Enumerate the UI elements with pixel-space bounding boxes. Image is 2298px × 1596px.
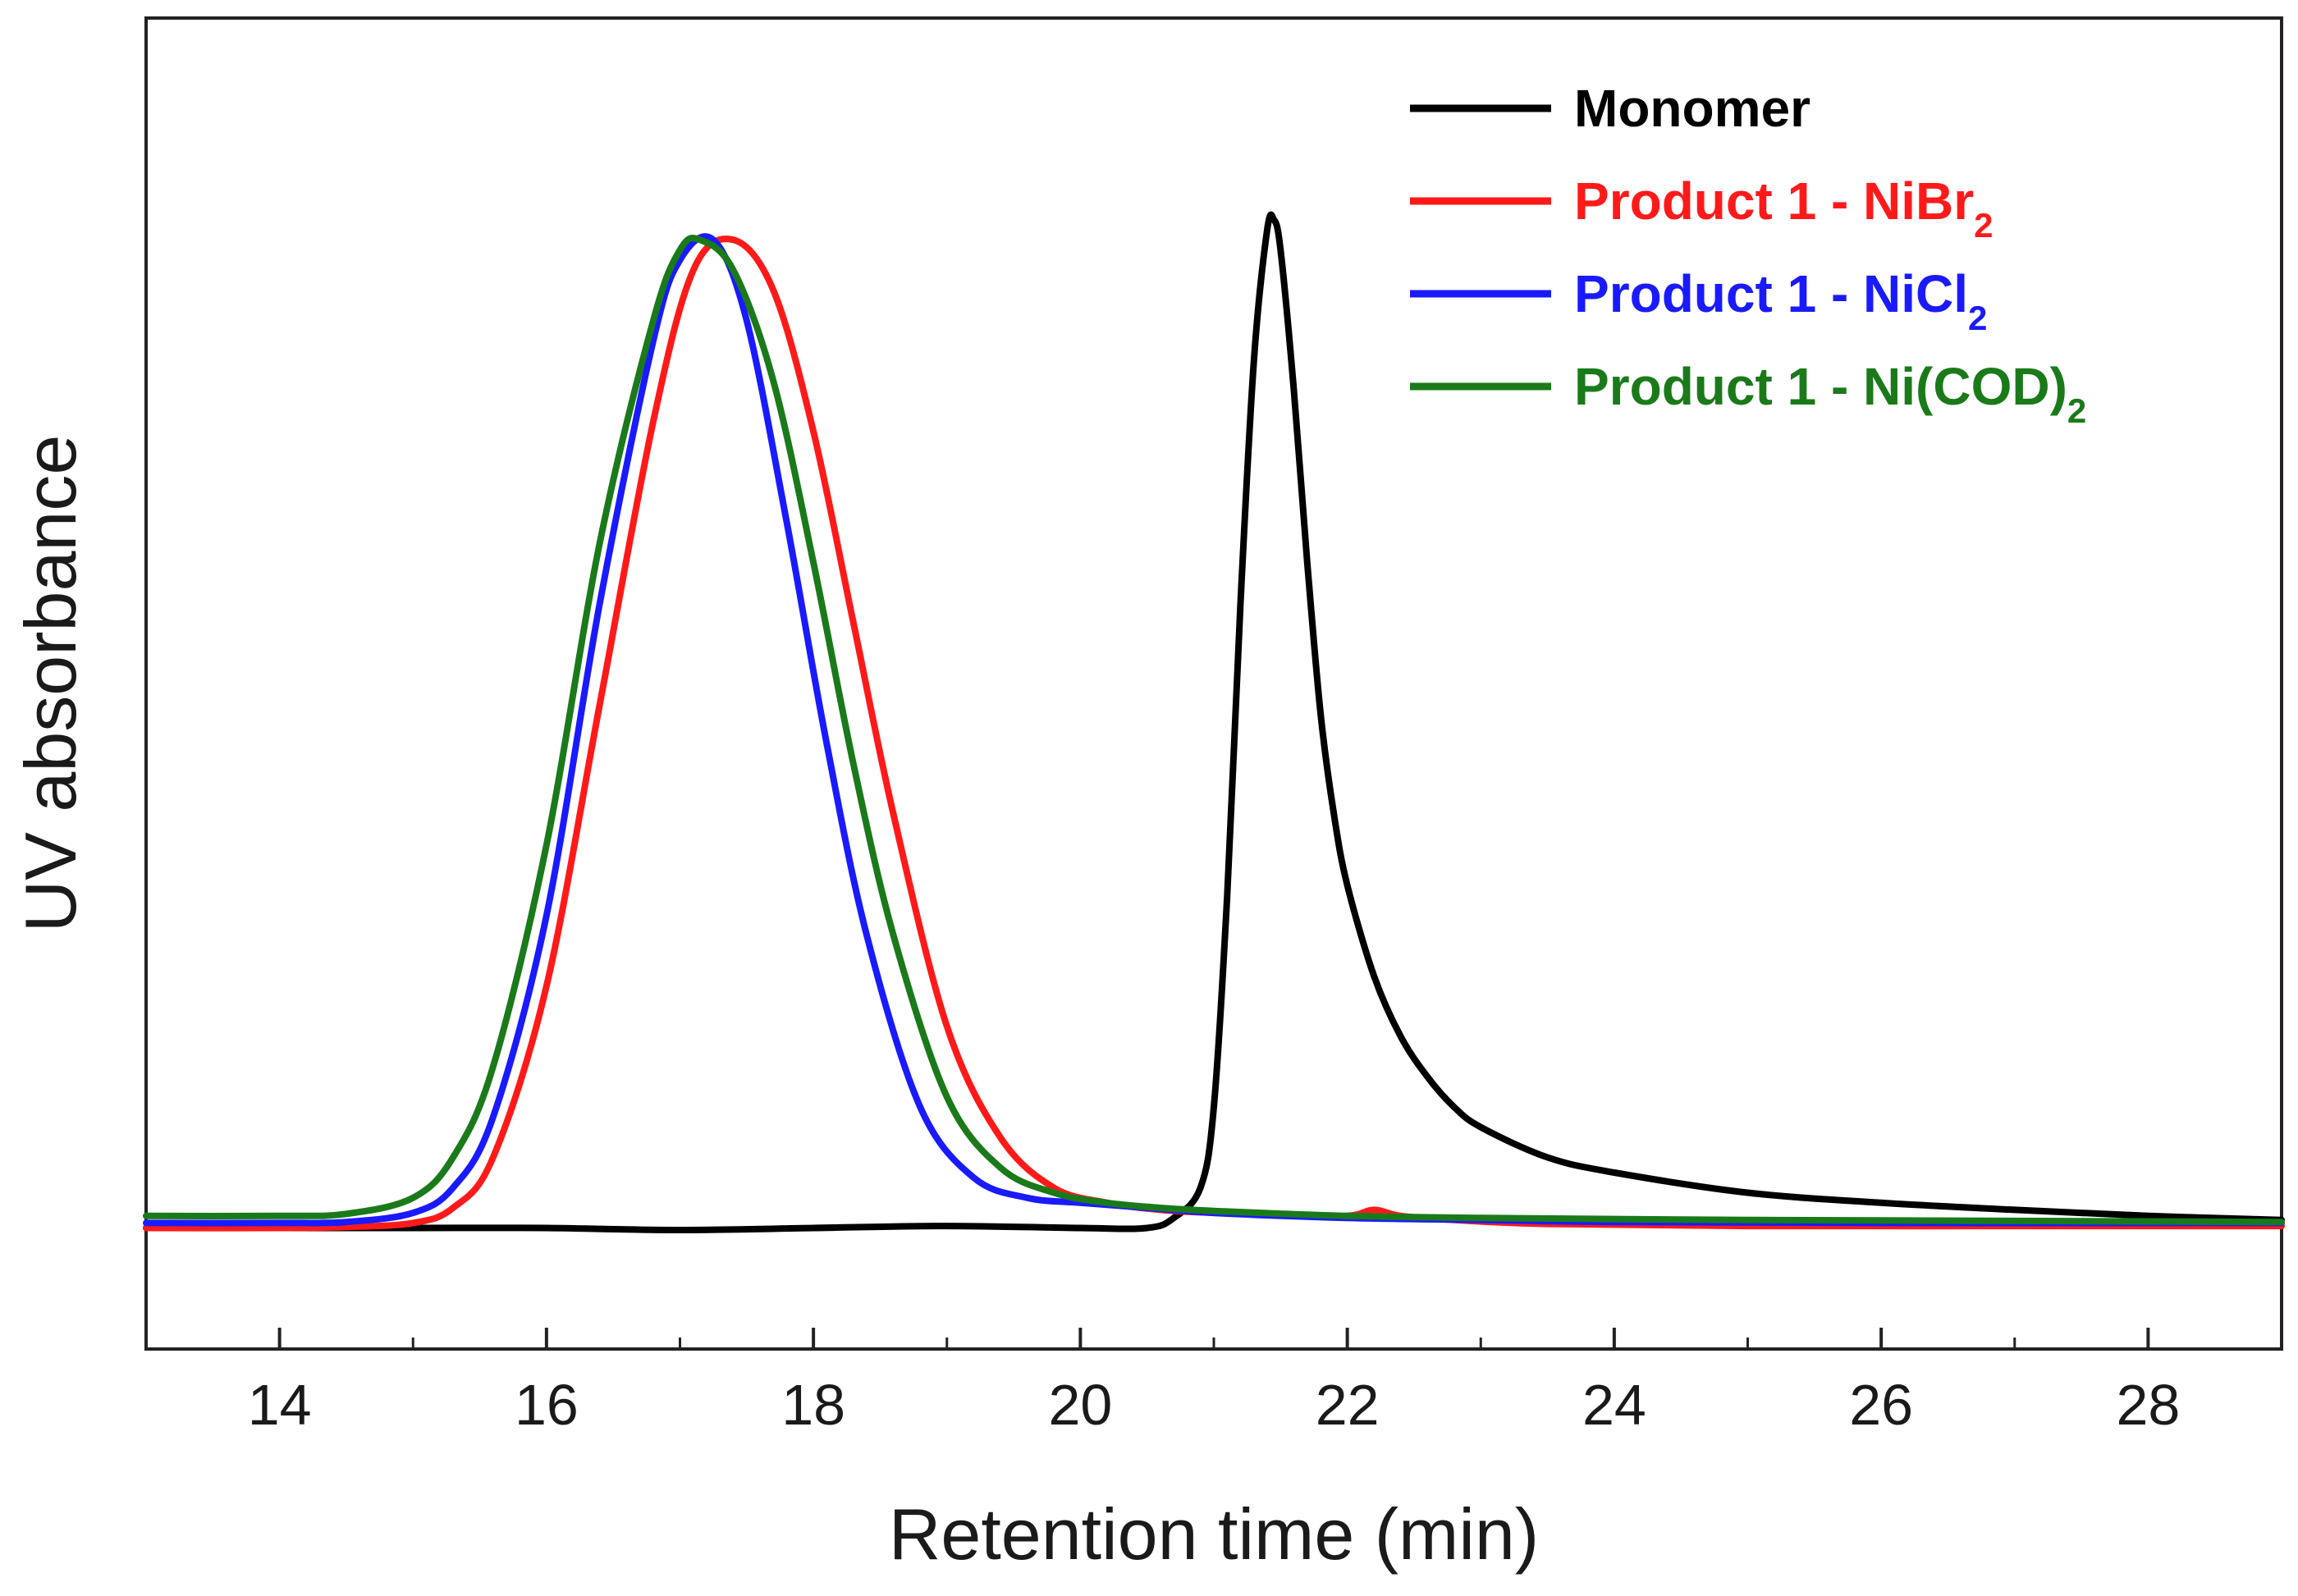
x-tick-label: 26 xyxy=(1849,1373,1913,1437)
x-tick-label: 28 xyxy=(2116,1373,2180,1437)
x-tick-label: 18 xyxy=(781,1373,845,1437)
series-line-3 xyxy=(143,235,2285,1226)
legend-label-3: Product 1 - Ni(COD)2 xyxy=(1574,357,2086,430)
x-tick-label: 16 xyxy=(515,1373,579,1437)
x-axis-tick-labels: 14 16 18 20 22 24 26 28 xyxy=(248,1373,2181,1437)
x-tick-label: 22 xyxy=(1316,1373,1380,1437)
legend-label-subscript: 2 xyxy=(1974,206,1993,245)
x-axis-title: Retention time (min) xyxy=(889,1493,1539,1575)
legend-label-subscript: 2 xyxy=(1968,299,1987,337)
y-axis-title: UV absorbance xyxy=(10,435,91,933)
legend-label-0: Monomer xyxy=(1574,79,1810,138)
series-line-0 xyxy=(143,211,2285,1233)
legend-label-subscript: 2 xyxy=(2067,391,2086,430)
x-axis-ticks xyxy=(277,1328,2150,1349)
x-tick-label: 20 xyxy=(1048,1373,1112,1437)
x-tick-label: 24 xyxy=(1582,1373,1646,1437)
legend-label-main: Product 1 - NiCl xyxy=(1574,264,1968,323)
legend-label-1: Product 1 - NiBr2 xyxy=(1574,171,1994,245)
series-lines xyxy=(143,211,2285,1233)
legend-label-2: Product 1 - NiCl2 xyxy=(1574,264,1987,337)
legend-label-main: Product 1 - NiBr xyxy=(1574,171,1974,231)
legend-label-main: Monomer xyxy=(1574,79,1810,138)
legend-label-main: Product 1 - Ni(COD) xyxy=(1574,357,2067,416)
x-tick-label: 14 xyxy=(248,1373,312,1437)
